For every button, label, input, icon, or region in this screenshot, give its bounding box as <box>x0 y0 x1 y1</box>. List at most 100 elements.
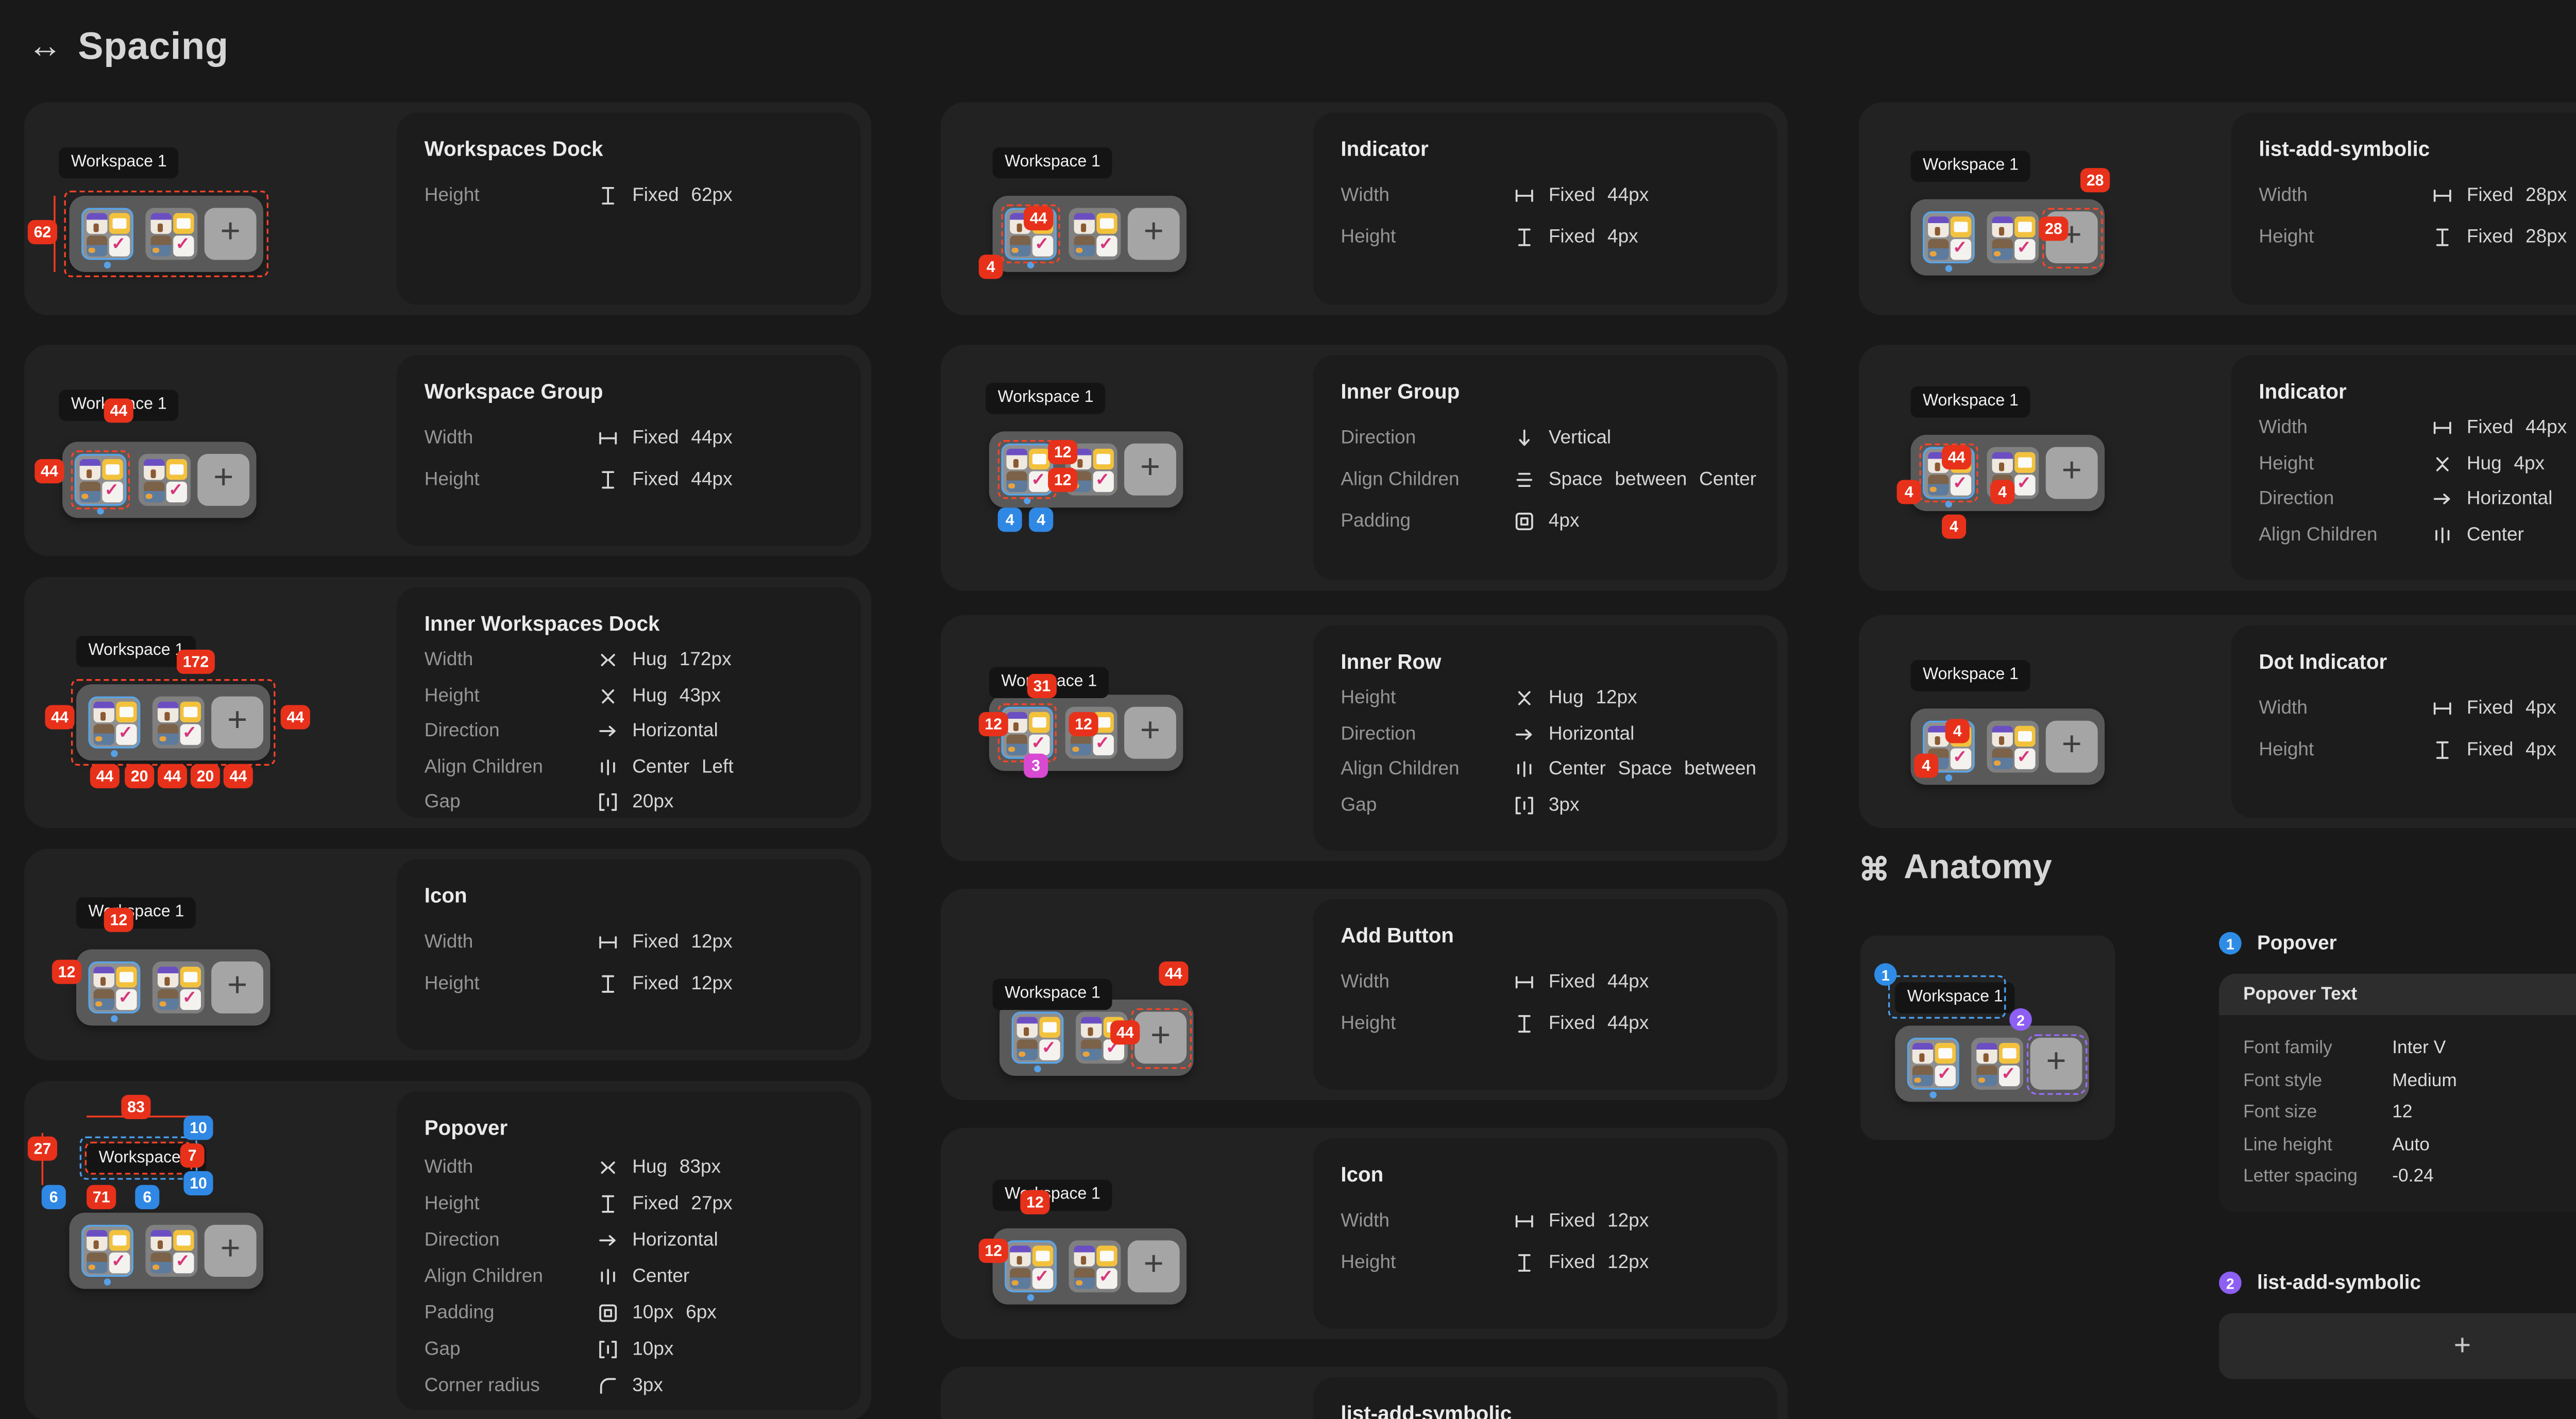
measure-badge: 4 <box>1029 508 1054 532</box>
property-row: Align Children Center Space between <box>1341 755 1760 783</box>
measure-badge: 12 <box>978 1239 1008 1263</box>
app-icon <box>1927 215 1948 236</box>
fixed-height-icon <box>598 184 620 207</box>
measure-badge: 4 <box>1914 753 1939 778</box>
app-icon <box>1950 238 1971 259</box>
property-value: Hug 172px <box>632 649 732 671</box>
measure-badge: 27 <box>27 1136 58 1161</box>
property-row: Direction Horizontal <box>1341 720 1760 748</box>
measure-badge: 12 <box>1048 440 1078 465</box>
property-label: Width <box>2259 185 2308 207</box>
workspaces-dock <box>76 684 270 761</box>
property-row: Height Fixed 12px <box>1341 1249 1760 1277</box>
property-value: Fixed 44px <box>632 469 733 491</box>
card-title: Inner Row <box>1341 649 1442 674</box>
measure-badge: 172 <box>176 649 215 674</box>
property-label: Height <box>424 185 480 207</box>
app-icon <box>1028 711 1049 732</box>
property-row: Direction Horizontal <box>2259 485 2576 513</box>
card-title: list-add-symbolic <box>1341 1401 1512 1419</box>
property-row: Gap 3px <box>1341 791 1760 819</box>
app-icon <box>1911 1042 1933 1063</box>
app-icon <box>92 966 114 987</box>
workspace-tooltip: Workspace 1 <box>1910 386 2031 417</box>
property-value: 10px <box>632 1339 674 1360</box>
property-value: Horizontal <box>632 720 718 742</box>
add-workspace-button <box>1127 1240 1180 1293</box>
property-row: Height Fixed 44px <box>425 466 844 494</box>
app-icon <box>157 988 178 1009</box>
property-row: Gap 20px <box>425 788 844 816</box>
app-icon <box>2013 747 2035 769</box>
active-workspace-dot-indicator <box>1945 500 1953 508</box>
component-preview: Workspace 1 44 <box>1859 615 2231 829</box>
measure-badge: 12 <box>52 959 82 984</box>
detail-value: -0.24 <box>2392 1167 2434 1188</box>
app-icon <box>1005 733 1027 755</box>
app-icon <box>1038 1016 1060 1037</box>
property-row: Width Fixed 44px <box>425 425 844 452</box>
app-icon <box>149 1229 171 1250</box>
app-icon <box>1073 212 1094 233</box>
card-title: Workspace Group <box>424 379 603 404</box>
detail-value: Medium <box>2392 1070 2457 1091</box>
app-icon <box>86 1252 107 1273</box>
property-label: Height <box>424 973 480 994</box>
property-value: Hug 83px <box>632 1157 721 1178</box>
property-label: Width <box>424 428 473 449</box>
spec-card: Workspace 1 44 44 Add Button Width Fixed 44px… <box>940 888 1788 1101</box>
active-workspace-dot-indicator <box>111 1015 118 1022</box>
active-workspace-dot-indicator <box>1034 1065 1041 1073</box>
property-value: Fixed 27px <box>632 1193 733 1214</box>
property-label: Height <box>1341 1252 1396 1274</box>
workspace-tooltip: Workspace 1 <box>986 383 1106 413</box>
active-workspace-dot-indicator <box>1027 1294 1035 1302</box>
app-icon <box>115 988 136 1009</box>
properties-panel: list-add-symbolic Width Fixed 28px Height Fi… <box>2231 112 2576 305</box>
align-children-icon <box>2432 523 2455 546</box>
add-workspace-button <box>1124 443 1176 496</box>
card-title: Workspaces Dock <box>424 137 603 161</box>
spec-card: Workspace 11212IconWidthFixed 12pxHeight… <box>940 1127 1788 1340</box>
workspaces-dock <box>1910 708 2105 785</box>
fixed-height-icon <box>2432 226 2455 249</box>
property-row: Align Children Center <box>2259 520 2576 548</box>
detail-value: Inter V <box>2392 1037 2446 1059</box>
gap-icon <box>598 1338 620 1361</box>
properties-panel: Inner Row Height Hug 12px Direction Horizont… <box>1313 625 1777 851</box>
anatomy-item-number: 2 <box>2219 1271 2242 1294</box>
anatomy-title: ⌘ Anatomy <box>1859 849 2052 888</box>
app-icon <box>157 723 178 745</box>
hug-height-icon <box>1514 687 1537 710</box>
measure-badge: 44 <box>223 764 253 788</box>
app-icon <box>1975 1042 1996 1063</box>
property-label: Height <box>424 685 480 706</box>
property-row: Width Fixed 44px <box>2259 414 2576 442</box>
anatomy-title-text: Anatomy <box>1904 849 2052 887</box>
resize-horizontal-icon: ↔ <box>27 27 63 66</box>
workspace-thumbnail <box>145 1225 198 1277</box>
app-icon <box>179 966 200 987</box>
app-icon <box>1005 711 1027 732</box>
workspace-tooltip: Workspace 1 <box>992 978 1113 1009</box>
workspace-tooltip: Workspace 1 <box>76 897 196 928</box>
measure-badge: 4 <box>1945 719 1970 744</box>
app-icon <box>149 212 171 233</box>
detail-label: Font size <box>2243 1102 2317 1123</box>
workspace-thumbnail <box>1069 208 1121 260</box>
property-value: Center <box>2466 524 2524 545</box>
app-icon <box>1950 215 1971 236</box>
measure-badge: 6 <box>135 1185 160 1209</box>
app-icon <box>115 723 136 745</box>
active-workspace-dot-indicator <box>1027 261 1035 269</box>
app-icon <box>1934 1042 1955 1063</box>
measure-badge: 10 <box>183 1116 213 1140</box>
workspaces-dock <box>1910 199 2105 276</box>
app-icon <box>92 723 114 745</box>
measure-badge: 4 <box>1942 514 1967 539</box>
workspaces-dock <box>999 1000 1194 1076</box>
measure-badge: 44 <box>104 398 133 423</box>
anatomy-item: 1 Popover <box>2219 932 2337 955</box>
property-row: Width Hug 83px <box>425 1154 844 1181</box>
